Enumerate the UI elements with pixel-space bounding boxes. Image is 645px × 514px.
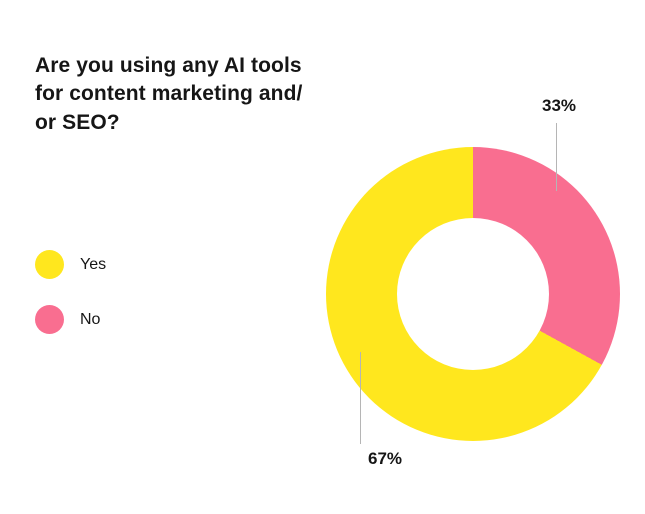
legend-swatch-no <box>35 305 64 334</box>
annotation-yes-percent: 67% <box>368 449 403 468</box>
donut-chart <box>326 147 620 441</box>
donut-hole <box>397 218 549 370</box>
callout-line-no <box>556 123 557 191</box>
title-line-1: Are you using any AI tools <box>35 54 302 77</box>
title-line-3: or SEO? <box>35 110 120 134</box>
callout-line-yes <box>360 352 361 444</box>
legend-swatch-yes <box>35 250 64 279</box>
page-title: Are you using any AI tools for content m… <box>35 52 365 137</box>
legend: Yes No <box>35 250 106 360</box>
legend-label-yes: Yes <box>80 255 107 273</box>
legend-item-no: No <box>35 305 106 334</box>
legend-item-yes: Yes <box>35 250 106 279</box>
annotation-no-percent: 33% <box>542 96 577 115</box>
legend-label-no: No <box>80 310 101 328</box>
title-line-2: for content marketing and/ <box>35 82 303 106</box>
